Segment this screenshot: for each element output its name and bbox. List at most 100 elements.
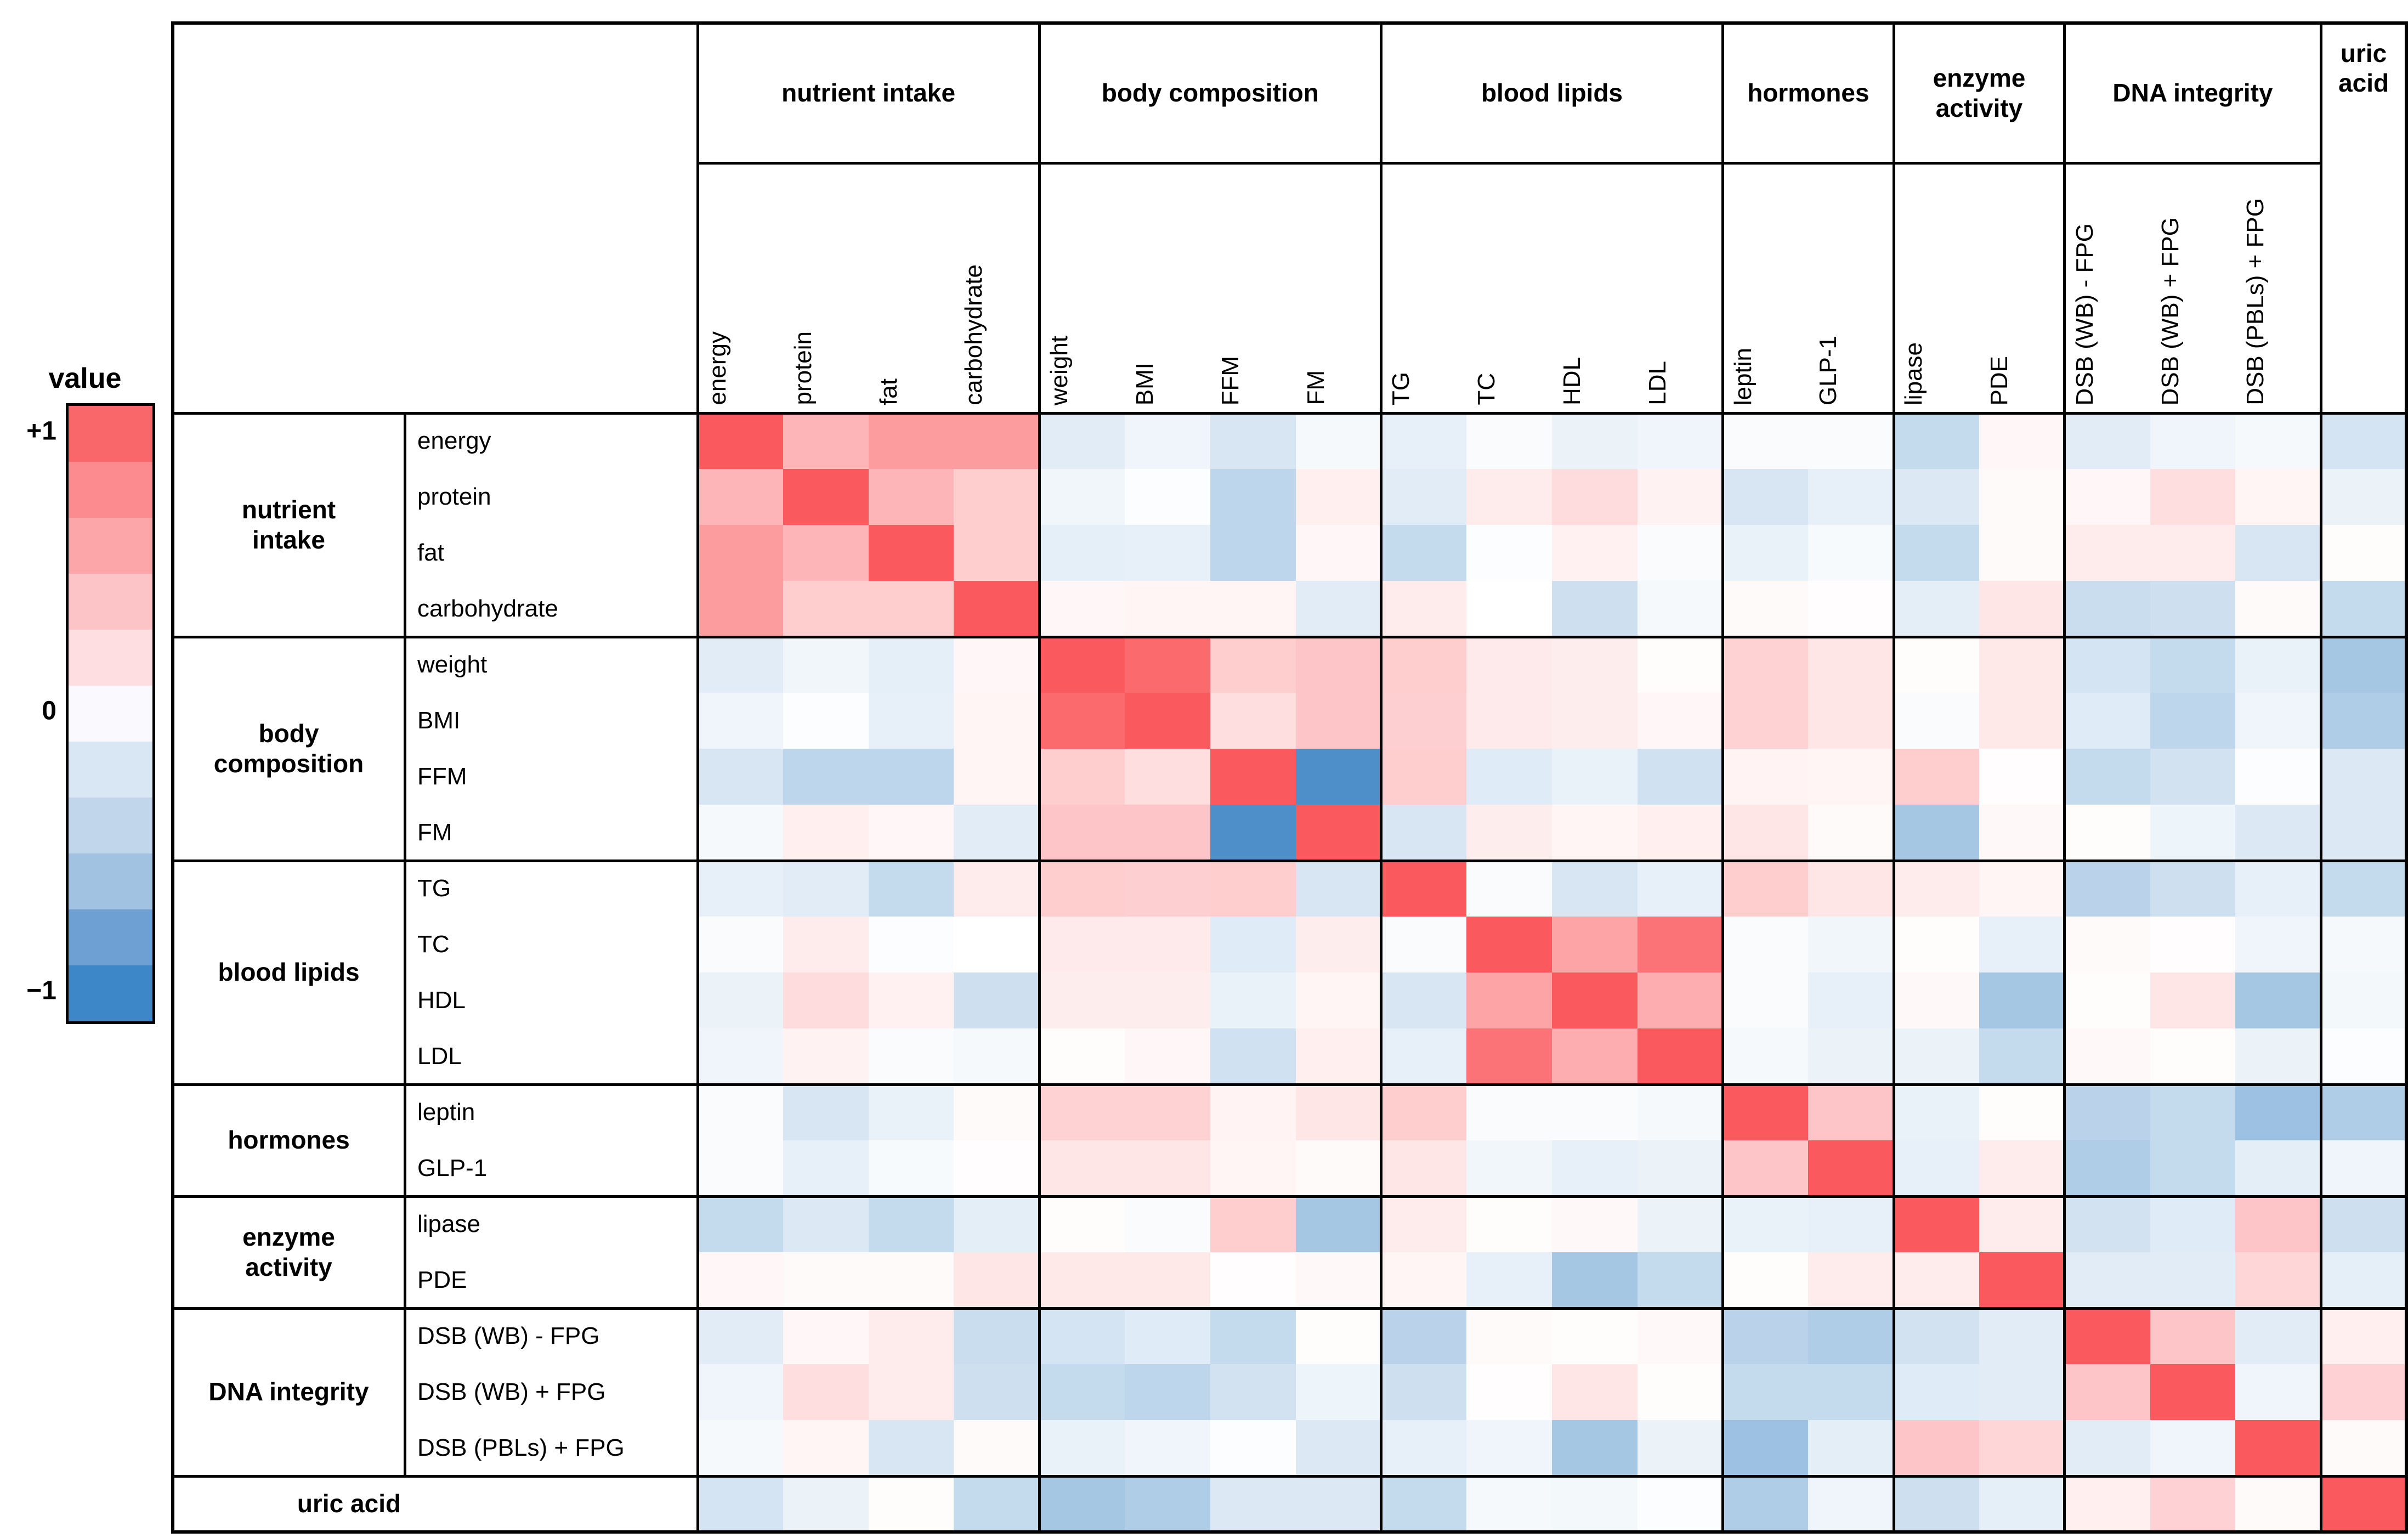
legend-band-2 xyxy=(69,518,152,574)
heatmap-cell-HDL-x-FFM xyxy=(1210,972,1296,1029)
legend-tick-+1: +1 xyxy=(26,416,56,446)
heatmap-cell-PDE-x-protein xyxy=(783,1252,869,1309)
heatmap-cell-DSB (PBLs) + FPG-x-protein xyxy=(783,1420,869,1477)
grid-hline xyxy=(173,411,2406,415)
heatmap-cell-DSB (WB) - FPG-x-weight xyxy=(1039,1308,1125,1365)
col-label-text: carbohydrate xyxy=(960,264,988,405)
heatmap-cell-protein-x-LDL xyxy=(1637,469,1724,525)
heatmap-cell-FM-x-TG xyxy=(1381,805,1468,861)
heatmap-cell-TC-x-carbohydrate xyxy=(954,917,1040,973)
heatmap-cell-TG-x-protein xyxy=(783,861,869,917)
heatmap-cell-weight-x-lipase xyxy=(1894,637,1980,693)
legend-tick-0: 0 xyxy=(42,696,56,726)
heatmap-cell-FM-x-energy xyxy=(698,805,784,861)
heatmap-cell-carbohydrate-x-uric acid xyxy=(2321,581,2407,637)
heatmap-cell-HDL-x-GLP-1 xyxy=(1808,972,1895,1029)
legend-band-3 xyxy=(69,574,152,630)
col-group-header-uric-acid: uric acid xyxy=(2338,39,2389,98)
heatmap-cell-protein-x-leptin xyxy=(1723,469,1809,525)
heatmap-cell-PDE-x-leptin xyxy=(1723,1252,1809,1309)
heatmap-cell-TC-x-PDE xyxy=(1979,917,2065,973)
col-label-fat: fat xyxy=(869,163,954,413)
heatmap-cell-DSB (WB) - FPG-x-FM xyxy=(1295,1308,1382,1365)
heatmap-cell-FM-x-GLP-1 xyxy=(1808,805,1895,861)
heatmap-cell-lipase-x-energy xyxy=(698,1196,784,1253)
heatmap-cell-GLP-1-x-leptin xyxy=(1723,1140,1809,1197)
heatmap-cell-DSB (WB) + FPG-x-TG xyxy=(1381,1364,1468,1421)
heatmap-cell-HDL-x-weight xyxy=(1039,972,1125,1029)
heatmap-cell-DSB (WB) - FPG-x-LDL xyxy=(1637,1308,1724,1365)
heatmap-cell-uric acid-x-FM xyxy=(1295,1476,1382,1533)
heatmap-cell-carbohydrate-x-leptin xyxy=(1723,581,1809,637)
heatmap-cell-TG-x-TC xyxy=(1466,861,1553,917)
grid-hline xyxy=(173,635,2406,638)
grid-hline xyxy=(173,1307,2406,1310)
heatmap-cell-protein-x-weight xyxy=(1039,469,1125,525)
heatmap-cell-carbohydrate-x-DSB (PBLs) + FPG xyxy=(2235,581,2322,637)
heatmap-cell-FM-x-DSB (WB) + FPG xyxy=(2150,805,2236,861)
heatmap-cell-BMI-x-FM xyxy=(1295,693,1382,749)
heatmap-cell-DSB (WB) + FPG-x-DSB (PBLs) + FPG xyxy=(2235,1364,2322,1421)
heatmap-cell-DSB (WB) + FPG-x-GLP-1 xyxy=(1808,1364,1895,1421)
heatmap-cell-protein-x-TC xyxy=(1466,469,1553,525)
row-label-LDL: LDL xyxy=(417,1043,462,1070)
heatmap-cell-protein-x-HDL xyxy=(1552,469,1638,525)
col-label-text: GLP-1 xyxy=(1815,335,1842,405)
heatmap-cell-DSB (WB) + FPG-x-LDL xyxy=(1637,1364,1724,1421)
heatmap-cell-DSB (WB) - FPG-x-DSB (WB) + FPG xyxy=(2150,1308,2236,1365)
col-label-text: FM xyxy=(1302,370,1329,405)
heatmap-cell-PDE-x-HDL xyxy=(1552,1252,1638,1309)
legend-band-4 xyxy=(69,630,152,686)
heatmap-cell-PDE-x-DSB (PBLs) + FPG xyxy=(2235,1252,2322,1309)
heatmap-cell-FFM-x-DSB (PBLs) + FPG xyxy=(2235,749,2322,805)
heatmap-cell-lipase-x-carbohydrate xyxy=(954,1196,1040,1253)
table-outer-border xyxy=(171,21,2408,1534)
heatmap-cell-GLP-1-x-HDL xyxy=(1552,1140,1638,1197)
heatmap-cell-BMI-x-fat xyxy=(868,693,955,749)
col-label-text: BMI xyxy=(1131,362,1158,405)
heatmap-cell-DSB (PBLs) + FPG-x-TC xyxy=(1466,1420,1553,1477)
heatmap-cell-energy-x-GLP-1 xyxy=(1808,413,1895,470)
heatmap-cell-TG-x-GLP-1 xyxy=(1808,861,1895,917)
heatmap-cell-DSB (WB) + FPG-x-BMI xyxy=(1125,1364,1211,1421)
heatmap-cell-FFM-x-protein xyxy=(783,749,869,805)
heatmap-cell-FFM-x-weight xyxy=(1039,749,1125,805)
heatmap-cell-FFM-x-leptin xyxy=(1723,749,1809,805)
heatmap-cell-lipase-x-protein xyxy=(783,1196,869,1253)
heatmap-cell-GLP-1-x-DSB (WB) + FPG xyxy=(2150,1140,2236,1197)
col-label-text: DSB (PBLs) + FPG xyxy=(2242,198,2269,405)
heatmap-cell-DSB (WB) + FPG-x-carbohydrate xyxy=(954,1364,1040,1421)
heatmap-cell-weight-x-FFM xyxy=(1210,637,1296,693)
heatmap-cell-carbohydrate-x-fat xyxy=(868,581,955,637)
heatmap-cell-carbohydrate-x-BMI xyxy=(1125,581,1211,637)
heatmap-cell-FFM-x-GLP-1 xyxy=(1808,749,1895,805)
heatmap-cell-PDE-x-GLP-1 xyxy=(1808,1252,1895,1309)
heatmap-cell-FM-x-BMI xyxy=(1125,805,1211,861)
heatmap-cell-BMI-x-protein xyxy=(783,693,869,749)
heatmap-cell-lipase-x-weight xyxy=(1039,1196,1125,1253)
heatmap-cell-carbohydrate-x-energy xyxy=(698,581,784,637)
heatmap-cell-uric acid-x-leptin xyxy=(1723,1476,1809,1533)
heatmap-cell-LDL-x-TC xyxy=(1466,1028,1553,1085)
heatmap-cell-GLP-1-x-carbohydrate xyxy=(954,1140,1040,1197)
heatmap-cell-lipase-x-PDE xyxy=(1979,1196,2065,1253)
col-group-header-enzyme-activity: enzyme activity xyxy=(1933,64,2026,122)
heatmap-cell-fat-x-DSB (WB) - FPG xyxy=(2064,525,2151,581)
heatmap-cell-PDE-x-DSB (WB) - FPG xyxy=(2064,1252,2151,1309)
heatmap-cell-TG-x-DSB (WB) + FPG xyxy=(2150,861,2236,917)
heatmap-cell-TG-x-PDE xyxy=(1979,861,2065,917)
heatmap-cell-DSB (WB) + FPG-x-leptin xyxy=(1723,1364,1809,1421)
heatmap-cell-uric acid-x-PDE xyxy=(1979,1476,2065,1533)
heatmap-cell-LDL-x-uric acid xyxy=(2321,1028,2407,1085)
heatmap-cell-DSB (PBLs) + FPG-x-leptin xyxy=(1723,1420,1809,1477)
grid-vline xyxy=(2319,23,2322,1532)
heatmap-cell-leptin-x-DSB (WB) - FPG xyxy=(2064,1084,2151,1141)
heatmap-cell-leptin-x-PDE xyxy=(1979,1084,2065,1141)
heatmap-cell-LDL-x-DSB (PBLs) + FPG xyxy=(2235,1028,2322,1085)
heatmap-cell-LDL-x-TG xyxy=(1381,1028,1468,1085)
heatmap-cell-weight-x-weight xyxy=(1039,637,1125,693)
row-label-GLP-1: GLP-1 xyxy=(417,1155,488,1181)
heatmap-cell-lipase-x-LDL xyxy=(1637,1196,1724,1253)
heatmap-cell-FM-x-protein xyxy=(783,805,869,861)
heatmap-cell-fat-x-HDL xyxy=(1552,525,1638,581)
